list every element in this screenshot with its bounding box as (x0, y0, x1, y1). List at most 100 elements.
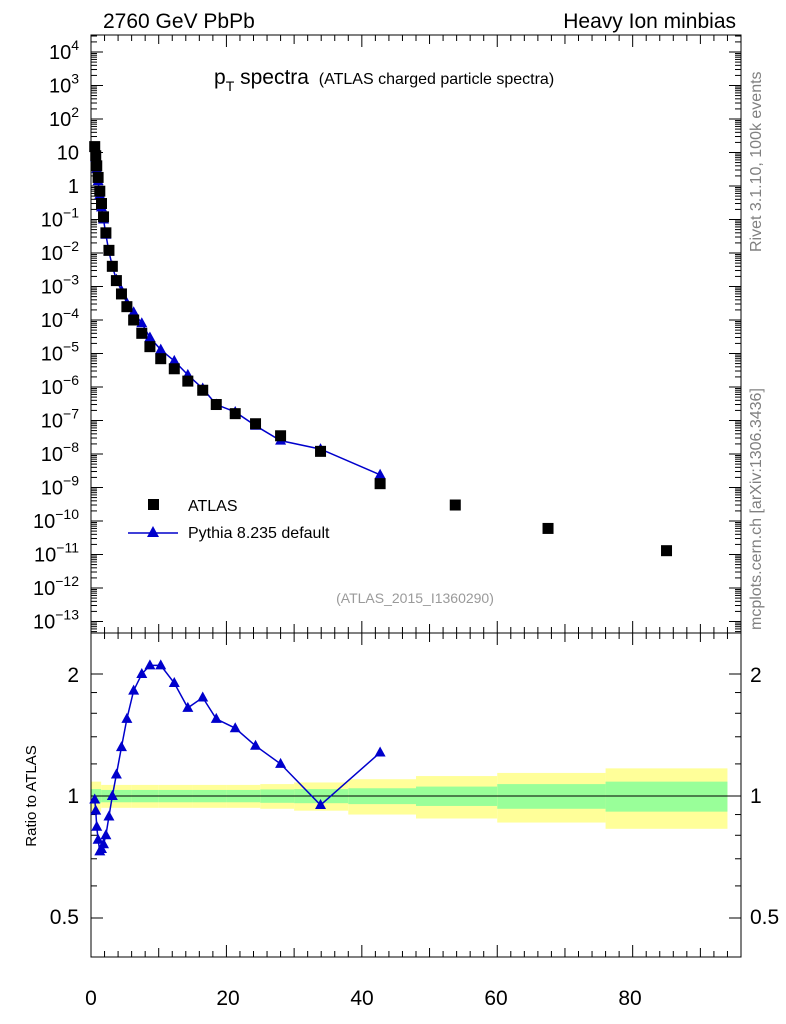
mc-point-ratio (128, 684, 140, 695)
main-ytick-label-exponent: −4 (63, 305, 79, 321)
main-ytick-label-base: 10 (33, 578, 55, 600)
main-panel: pT spectra (ATLAS charged particle spect… (33, 34, 742, 634)
data-point-main (155, 353, 167, 365)
data-point-main (106, 260, 118, 272)
main-ytick-label-base: 10 (49, 109, 71, 131)
ratio-ytick-0.5-right: 0.5 (750, 906, 779, 929)
plot-title-word: spectra (234, 66, 309, 89)
main-ytick-label: 102 (49, 104, 79, 131)
data-point-main (92, 171, 104, 183)
ratio-ytick-2-right: 2 (750, 664, 762, 687)
xtick-label-40: 40 (350, 987, 373, 1010)
main-ytick-label: 10−4 (41, 305, 79, 332)
data-point-main (182, 375, 194, 387)
mc-point-ratio (197, 691, 209, 702)
mc-point-ratio (92, 833, 104, 844)
ratio-ytick-1-left: 1 (67, 785, 79, 808)
main-ytick-label-base: 10 (41, 478, 63, 500)
data-series-main (89, 141, 673, 557)
main-ytick-label-base: 10 (34, 545, 56, 567)
main-ytick-label-exponent: −9 (63, 473, 79, 489)
main-ytick-label-base: 10 (41, 377, 63, 399)
mc-point-ratio (90, 804, 102, 815)
main-ytick-label: 10−13 (33, 607, 79, 634)
main-ytick-label-base: 10 (49, 76, 71, 98)
mc-point-ratio (315, 799, 327, 810)
data-point-main (275, 430, 287, 442)
ratio-axis-ticks (90, 633, 741, 957)
main-ytick-label-base: 10 (33, 612, 55, 634)
main-ytick-label: 10−9 (41, 473, 79, 500)
main-ytick-label: 104 (49, 37, 79, 64)
main-ytick-label: 10−5 (41, 339, 79, 366)
data-point-main (110, 275, 122, 287)
legend-label-atlas: ATLAS (188, 498, 238, 515)
ratio-panel: Ratio to ATLAS 2 1 0.5 2 1 0.5 0 20 40 6… (23, 632, 779, 1010)
mc-point-main (168, 354, 180, 365)
main-ytick-label-base: 10 (41, 243, 63, 265)
data-point-main (95, 198, 107, 210)
header-right-label: Heavy Ion minbias (563, 10, 736, 33)
main-ytick-label-exponent: −7 (63, 406, 79, 422)
mc-point-main (155, 343, 167, 354)
mc-point-main (128, 306, 140, 317)
mc-point-ratio (110, 768, 122, 779)
main-ytick-label-base: 10 (41, 210, 63, 232)
main-ytick-label-exponent: −13 (55, 607, 79, 623)
mc-line-main (93, 147, 381, 476)
ratio-y-axis-label: Ratio to ATLAS (23, 745, 40, 846)
mc-point-ratio (229, 722, 241, 733)
ratio-ytick-0.5-left: 0.5 (50, 906, 79, 929)
data-point-main (90, 150, 102, 162)
data-point-main (542, 522, 554, 534)
data-point-main (210, 399, 222, 411)
main-ytick-label: 10 (57, 143, 79, 165)
main-ytick-label: 10−10 (33, 506, 79, 533)
main-ytick-label-base: 10 (41, 344, 63, 366)
data-point-main (374, 478, 386, 490)
main-ytick-label: 10−1 (41, 205, 79, 232)
ratio-ytick-2-left: 2 (67, 664, 79, 687)
mc-point-ratio (103, 810, 115, 821)
ratio-ytick-1-right: 1 (750, 785, 762, 808)
main-ytick-label-exponent: −3 (63, 272, 79, 288)
mc-point-ratio (210, 712, 222, 723)
mc-point-ratio (91, 820, 103, 831)
data-point-main (136, 327, 148, 339)
mc-point-ratio (115, 741, 127, 752)
mc-point-ratio (136, 668, 148, 678)
plot-title: pT spectra (ATLAS charged particle spect… (214, 66, 554, 94)
main-ytick-label-base: 10 (33, 511, 55, 533)
main-ytick-label-exponent: −12 (55, 573, 79, 589)
main-ytick-label: 10−7 (41, 406, 79, 433)
data-point-main (115, 288, 127, 300)
data-point-main (91, 160, 103, 172)
mcplots-reference-label: mcplots.cern.ch [arXiv:1306.3436] (748, 388, 765, 630)
main-panel-frame (90, 34, 742, 634)
data-point-main (103, 244, 115, 256)
analysis-id-label: (ATLAS_2015_I1360290) (336, 590, 494, 606)
data-point-main (94, 185, 106, 197)
data-point-main (229, 408, 241, 420)
main-ytick-label-exponent: −8 (63, 439, 79, 455)
data-point-main (449, 499, 461, 511)
main-ytick-label: 10−2 (41, 238, 79, 265)
main-ytick-label-base: 10 (41, 444, 63, 466)
legend: ATLAS Pythia 8.235 default (128, 498, 330, 542)
main-ytick-label: 10−3 (41, 272, 79, 299)
main-ytick-label: 103 (49, 71, 79, 98)
mc-point-ratio (144, 659, 156, 670)
mc-point-ratio (182, 701, 194, 712)
mc-point-ratio (250, 739, 262, 750)
legend-marker-pythia (147, 526, 159, 537)
mc-point-main (374, 468, 386, 479)
main-ytick-label-base: 1 (68, 176, 79, 198)
data-point-main (250, 418, 262, 430)
main-y-tick-labels: 10410310210110−110−210−310−410−510−610−7… (33, 37, 79, 634)
mc-series-main (89, 141, 386, 479)
main-ytick-label-base: 10 (49, 42, 71, 64)
mc-point-main (144, 331, 156, 342)
plot-title-subscript: T (226, 78, 235, 94)
legend-label-pythia: Pythia 8.235 default (188, 525, 330, 542)
